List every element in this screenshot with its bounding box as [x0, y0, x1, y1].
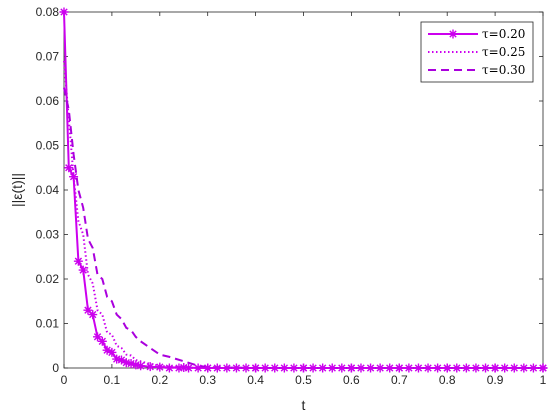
series-point-tau-0.20 [155, 362, 165, 372]
series-point-tau-0.20 [423, 363, 433, 373]
y-axis: 0 0.01 0.02 0.03 0.04 0.05 0.06 0.07 0.08 [36, 5, 543, 375]
series-point-tau-0.20 [394, 363, 404, 373]
legend-label-tau-0.20: τ=0.20 [482, 27, 525, 41]
series-point-tau-0.20 [241, 363, 251, 373]
series-point-tau-0.20 [366, 363, 376, 373]
series-point-tau-0.20 [461, 363, 471, 373]
series-point-tau-0.20 [481, 363, 491, 373]
y-tick-label: 0.06 [36, 94, 60, 108]
series-line-0.25 [63, 60, 543, 369]
x-tick-label: 0.5 [295, 373, 312, 387]
series-point-tau-0.20 [136, 361, 146, 371]
legend: τ=0.20 τ=0.25 τ=0.30 [420, 21, 534, 83]
x-tick-label: 0.8 [439, 373, 456, 387]
legend-label-tau-0.25: τ=0.25 [482, 45, 525, 59]
series-layer [59, 7, 548, 373]
series-point-tau-0.20 [131, 360, 141, 370]
series-point-tau-0.20 [64, 163, 74, 173]
x-tick-label: 0 [61, 373, 68, 387]
series-point-tau-0.20 [385, 363, 395, 373]
series-point-tau-0.20 [308, 363, 318, 373]
series-point-tau-0.20 [112, 354, 122, 364]
series-point-tau-0.20 [222, 363, 232, 373]
x-tick-label: 0.6 [343, 373, 360, 387]
x-tick-label: 0.3 [199, 373, 216, 387]
y-tick-label: 0.04 [36, 183, 60, 197]
x-tick-label: 0.7 [391, 373, 408, 387]
series-point-tau-0.20 [471, 363, 481, 373]
series-point-tau-0.20 [164, 363, 174, 373]
series-point-tau-0.20 [184, 363, 194, 373]
series-point-tau-0.20 [59, 7, 69, 17]
series-point-tau-0.20 [73, 256, 83, 266]
y-tick-label: 0 [52, 361, 59, 375]
series-point-tau-0.20 [270, 363, 280, 373]
legend-label-tau-0.30: τ=0.30 [482, 63, 525, 77]
series-point-tau-0.20 [78, 265, 88, 275]
series-point-tau-0.20 [97, 336, 107, 346]
series-point-tau-0.20 [346, 363, 356, 373]
series-point-tau-0.20 [299, 363, 308, 373]
legend-marker-tau-0.20 [448, 29, 458, 39]
series-point-tau-0.20 [231, 363, 241, 373]
series-point-tau-0.20 [356, 363, 366, 373]
x-axis: 0 0.1 0.2 0.3 0.4 0.5 0.6 0.7 0.8 0.9 1 [61, 12, 547, 387]
series-point-tau-0.20 [509, 363, 519, 373]
y-tick-label: 0.08 [36, 5, 60, 19]
series-point-tau-0.20 [107, 347, 117, 357]
series-point-tau-0.20 [404, 363, 414, 373]
y-tick-label: 0.05 [36, 139, 60, 153]
series-point-tau-0.20 [279, 363, 289, 373]
y-tick-label: 0.02 [36, 272, 60, 286]
y-tick-label: 0.03 [36, 228, 60, 242]
series-point-tau-0.20 [413, 363, 423, 373]
series-point-tau-0.20 [193, 363, 203, 373]
series-point-tau-0.20 [83, 305, 93, 315]
series-point-tau-0.20 [289, 363, 299, 373]
series-point-tau-0.20 [452, 363, 462, 373]
y-axis-label: ||ε(t)|| [9, 173, 25, 207]
series-point-tau-0.20 [126, 359, 136, 369]
x-tick-label: 0.4 [247, 373, 264, 387]
series-point-tau-0.20 [500, 363, 510, 373]
x-axis-label: t [302, 397, 306, 413]
series-point-tau-0.20 [116, 355, 126, 365]
series-point-tau-0.20 [260, 363, 270, 373]
series-point-tau-0.20 [145, 362, 155, 372]
x-tick-label: 0.1 [104, 373, 121, 387]
series-point-tau-0.20 [375, 363, 385, 373]
series-point-tau-0.20 [203, 363, 213, 373]
series-point-tau-0.20 [251, 363, 261, 373]
series-point-tau-0.20 [337, 363, 347, 373]
series-point-tau-0.20 [102, 345, 112, 355]
y-tick-label: 0.01 [36, 317, 60, 331]
series-point-tau-0.20 [528, 363, 538, 373]
series-point-tau-0.20 [121, 358, 131, 368]
y-tick-label: 0.07 [36, 50, 60, 64]
series-point-tau-0.20 [519, 363, 529, 373]
series-point-tau-0.20 [490, 363, 500, 373]
series-point-tau-0.20 [442, 363, 452, 373]
series-point-tau-0.20 [327, 363, 337, 373]
series-point-tau-0.20 [174, 363, 184, 373]
series-point-tau-0.20 [318, 363, 328, 373]
series-point-tau-0.20 [93, 332, 103, 342]
series-point-tau-0.20 [538, 363, 548, 373]
x-tick-label: 0.2 [151, 373, 168, 387]
series-point-tau-0.20 [212, 363, 222, 373]
x-tick-label: 1 [540, 373, 547, 387]
series-point-tau-0.20 [433, 363, 443, 373]
x-tick-label: 0.9 [487, 373, 504, 387]
series-point-tau-0.20 [88, 310, 98, 320]
